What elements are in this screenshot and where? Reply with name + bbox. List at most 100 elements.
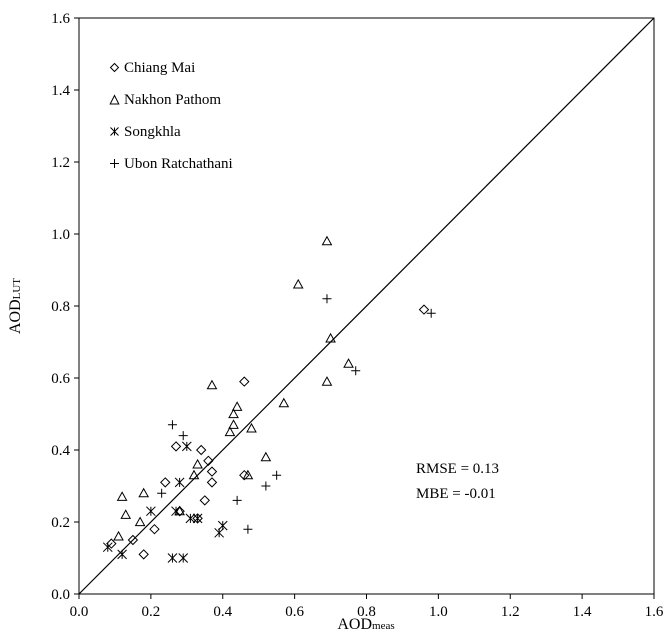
- data-point-chiang-mai: [199, 495, 210, 506]
- y-tick-label: 1.2: [51, 155, 70, 171]
- y-tick-label: 0.6: [51, 371, 70, 387]
- x-axis-title-main: AOD: [337, 616, 372, 633]
- data-point-nakhon-pathom: [113, 530, 124, 541]
- legend: Chiang Mai Nakhon Pathom Songkhla Ubon R…: [109, 60, 233, 172]
- data-point-chiang-mai: [206, 466, 218, 477]
- x-tick-label: 0.4: [213, 604, 232, 620]
- y-axis: 0.0 0.2 0.4 0.6 0.8 1.0 1.2 1.4 1.6: [51, 11, 79, 603]
- data-point-ubon-ratchathani: [243, 524, 253, 534]
- y-tick-label: 0.2: [51, 515, 70, 531]
- series-nakhon-pathom: [113, 235, 354, 541]
- x-tick-label: 0.6: [285, 604, 304, 620]
- data-point-chiang-mai: [203, 455, 214, 467]
- data-point-ubon-ratchathani: [157, 488, 167, 498]
- y-tick-label: 1.4: [51, 83, 70, 99]
- legend-label-ubon-ratchathani: Ubon Ratchathani: [124, 156, 233, 172]
- x-axis-title: AODmeas: [337, 616, 394, 633]
- data-point-nakhon-pathom: [228, 419, 239, 429]
- x-tick-label: 0.0: [70, 604, 89, 620]
- y-tick-label: 0.4: [51, 443, 70, 459]
- data-point-songkhla: [217, 520, 228, 531]
- data-point-nakhon-pathom: [224, 426, 236, 437]
- data-point-songkhla: [102, 542, 113, 553]
- one-to-one-line-layer: [78, 17, 655, 595]
- x-tick-label: 1.6: [645, 604, 664, 620]
- x-tick-label: 1.0: [429, 604, 448, 620]
- data-point-nakhon-pathom: [321, 235, 333, 246]
- y-axis-title-main: AOD: [7, 299, 24, 334]
- x-tick-label: 0.8: [357, 604, 376, 620]
- data-point-nakhon-pathom: [138, 487, 150, 498]
- y-tick-label: 0.0: [51, 587, 70, 603]
- data-point-chiang-mai: [239, 376, 250, 387]
- data-point-chiang-mai: [138, 549, 149, 560]
- data-point-nakhon-pathom: [188, 469, 200, 480]
- data-point-songkhla: [181, 441, 192, 452]
- data-point-chiang-mai: [418, 304, 430, 315]
- data-point-songkhla: [192, 513, 203, 524]
- y-axis-title-subscript: LUT: [11, 278, 23, 300]
- data-point-songkhla: [117, 549, 127, 560]
- x-axis-title-subscript: meas: [372, 620, 395, 632]
- x-tick-label: 0.2: [142, 604, 161, 620]
- legend-item-nakhon-pathom: Nakhon Pathom: [109, 92, 221, 108]
- x-axis: 0.0 0.2 0.4 0.6 0.8 1.0 1.2 1.4 1.6: [70, 594, 664, 620]
- data-point-chiang-mai: [106, 538, 117, 549]
- data-point-chiang-mai: [239, 469, 250, 481]
- data-point-chiang-mai: [195, 444, 207, 456]
- data-point-songkhla: [174, 477, 185, 488]
- one-to-one-line: [78, 17, 655, 595]
- data-point-nakhon-pathom: [242, 469, 254, 480]
- legend-label-nakhon-pathom: Nakhon Pathom: [124, 92, 221, 108]
- legend-diamond-icon: [109, 62, 120, 73]
- data-point-nakhon-pathom: [206, 379, 218, 390]
- x-tick-label: 1.4: [573, 604, 592, 620]
- data-point-ubon-ratchathani: [426, 308, 436, 318]
- legend-plus-icon: [110, 159, 119, 168]
- data-point-nakhon-pathom: [231, 401, 243, 411]
- data-point-nakhon-pathom: [325, 332, 336, 343]
- legend-asterisk-icon: [110, 127, 119, 136]
- series-ubon-ratchathani: [157, 294, 436, 534]
- y-axis-title: AODLUT: [7, 278, 24, 334]
- data-point-songkhla: [178, 553, 189, 563]
- legend-triangle-icon: [109, 94, 120, 105]
- data-point-chiang-mai: [174, 505, 185, 517]
- data-points: [102, 235, 436, 563]
- legend-label-songkhla: Songkhla: [124, 124, 181, 140]
- y-tick-label: 1.0: [51, 227, 70, 243]
- legend-item-chiang-mai: Chiang Mai: [109, 60, 195, 76]
- data-point-nakhon-pathom: [292, 278, 304, 289]
- data-point-chiang-mai: [149, 523, 160, 535]
- data-point-nakhon-pathom: [343, 358, 354, 368]
- series-chiang-mai: [106, 304, 430, 560]
- data-point-chiang-mai: [127, 534, 139, 546]
- data-point-nakhon-pathom: [321, 376, 333, 386]
- data-point-songkhla: [185, 513, 196, 524]
- legend-label-chiang-mai: Chiang Mai: [124, 60, 195, 76]
- y-tick-label: 0.8: [51, 299, 70, 315]
- data-point-nakhon-pathom: [228, 408, 239, 419]
- data-point-nakhon-pathom: [192, 458, 203, 469]
- data-point-nakhon-pathom: [134, 516, 146, 527]
- data-point-ubon-ratchathani: [261, 481, 271, 491]
- data-point-nakhon-pathom: [246, 422, 257, 433]
- legend-item-songkhla: Songkhla: [110, 124, 181, 140]
- data-point-ubon-ratchathani: [351, 366, 361, 376]
- data-point-ubon-ratchathani: [272, 470, 282, 480]
- data-point-ubon-ratchathani: [167, 420, 177, 430]
- data-point-nakhon-pathom: [120, 509, 132, 519]
- y-tick-label: 1.6: [51, 11, 70, 27]
- legend-item-ubon-ratchathani: Ubon Ratchathani: [110, 156, 233, 172]
- data-point-songkhla: [171, 506, 181, 517]
- data-point-nakhon-pathom: [260, 451, 272, 462]
- data-point-songkhla: [167, 553, 178, 563]
- data-point-chiang-mai: [170, 441, 182, 452]
- series-songkhla: [102, 441, 228, 563]
- data-point-nakhon-pathom: [116, 491, 128, 501]
- data-point-chiang-mai: [160, 477, 171, 488]
- data-point-ubon-ratchathani: [322, 294, 332, 304]
- mbe-annotation: MBE = -0.01: [416, 486, 496, 502]
- x-tick-label: 1.2: [501, 604, 520, 620]
